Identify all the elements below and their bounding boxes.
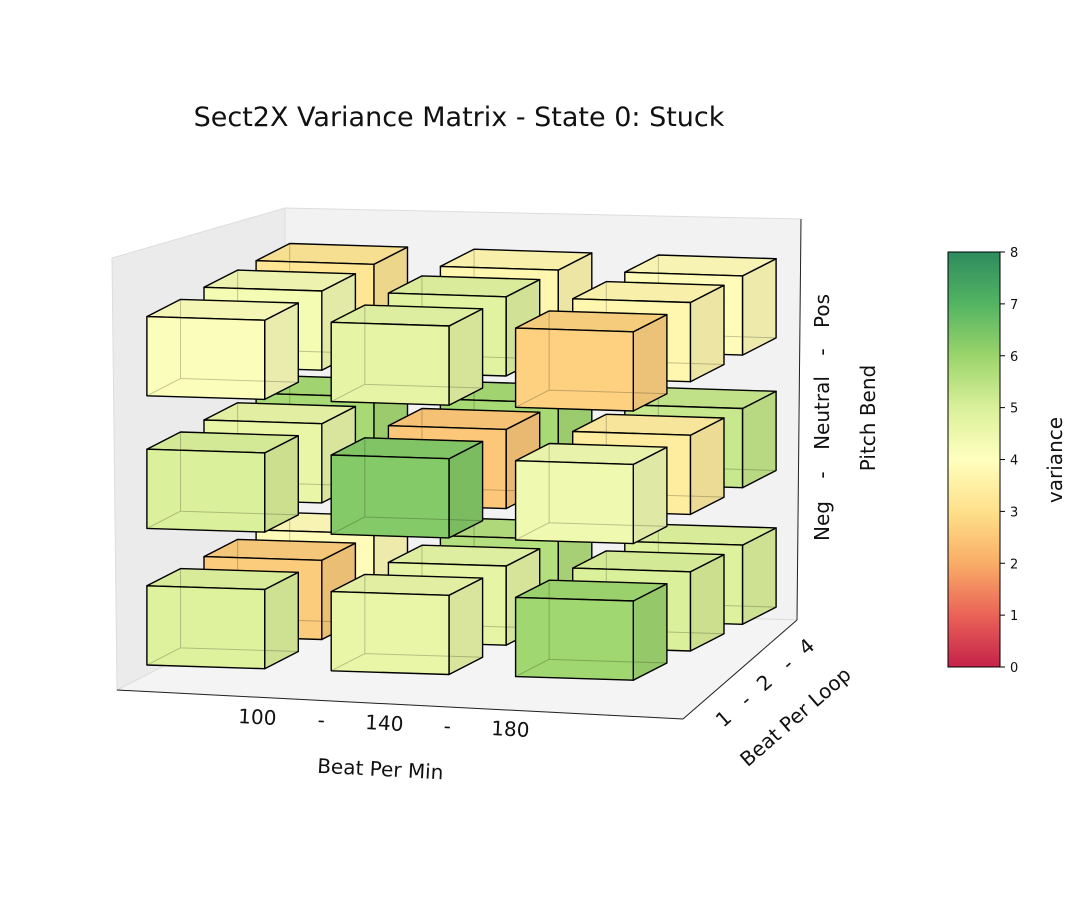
z-tick-label: Neg <box>810 501 834 541</box>
cube-hidden-edges <box>515 443 667 541</box>
y-tick-label: 2 <box>752 669 777 695</box>
colorbar-tick-label: 8 <box>1010 246 1018 261</box>
colorbar: 0 1 2 3 4 5 6 7 8 variance <box>947 246 1067 676</box>
cube-front-face <box>146 448 266 533</box>
z-tick-label: Neutral <box>810 376 834 450</box>
cube-hidden-edges <box>146 432 299 529</box>
colorbar-gradient <box>947 251 1001 668</box>
y-axis-line <box>682 619 798 720</box>
cube-hidden-edges <box>515 580 667 678</box>
x-tick-label: 100 <box>238 704 277 730</box>
x-tick-label: - <box>317 708 325 732</box>
colorbar-tick-label: 7 <box>1010 298 1018 313</box>
cube-front-face <box>146 315 266 401</box>
colorbar-tick-label: 1 <box>1010 609 1018 624</box>
x-tick-label: 180 <box>491 716 530 742</box>
cube-hidden-edges <box>146 568 299 666</box>
chart-title: Sect2X Variance Matrix - State 0: Stuck <box>194 102 725 133</box>
colorbar-label: variance <box>1043 417 1067 503</box>
variance-cube <box>146 298 299 401</box>
variance-cube <box>514 579 668 681</box>
y-tick-label: - <box>777 652 798 675</box>
variance-cube <box>514 310 668 412</box>
cube-hidden-edges <box>146 299 299 397</box>
x-tick-label: 140 <box>365 710 404 736</box>
cube-front-face <box>514 596 634 681</box>
z-tick-label: - <box>810 348 834 355</box>
colorbar-tick-label: 5 <box>1010 402 1018 417</box>
variance-cube <box>330 304 484 406</box>
z-tick-label: Pos <box>810 294 834 328</box>
colorbar-ticks: 0 1 2 3 4 5 6 7 8 <box>1000 246 1018 676</box>
y-tick-label: 4 <box>794 633 819 659</box>
cube-layer <box>146 242 777 681</box>
y-tick-label: 1 <box>711 705 736 731</box>
x-ticks: 100 - 140 - 180 <box>238 704 530 742</box>
cube-front-face <box>330 590 450 676</box>
cube-front-face <box>514 327 634 412</box>
colorbar-tick-label: 3 <box>1010 505 1018 520</box>
z-axis-label: Pitch Bend <box>856 365 880 471</box>
cube-hidden-edges <box>331 437 483 535</box>
colorbar-tick-label: 0 <box>1010 661 1018 676</box>
colorbar-tick-label: 6 <box>1010 350 1018 365</box>
z-ticks: Neg - Neutral - Pos <box>810 294 834 541</box>
cube-front-face <box>514 460 634 545</box>
variance-cube <box>330 573 484 676</box>
cube-hidden-edges <box>331 305 483 402</box>
x-axis-label: Beat Per Min <box>317 754 444 785</box>
cube-hidden-edges <box>515 310 667 408</box>
cube-front-face <box>330 454 450 539</box>
variance-cube <box>146 431 299 533</box>
variance-cube <box>146 567 299 670</box>
variance-cube <box>330 437 484 539</box>
cube-hidden-edges <box>331 574 483 672</box>
x-tick-label: - <box>443 714 451 738</box>
cube-front-face <box>146 585 266 670</box>
cube-front-face <box>330 321 450 406</box>
z-axis-line <box>796 218 802 621</box>
colorbar-tick-label: 4 <box>1010 454 1018 469</box>
variance-cube <box>514 442 668 545</box>
colorbar-tick-label: 2 <box>1010 557 1018 572</box>
x-axis-line <box>116 689 684 720</box>
z-tick-label: - <box>810 471 834 478</box>
y-tick-label: - <box>735 688 756 711</box>
